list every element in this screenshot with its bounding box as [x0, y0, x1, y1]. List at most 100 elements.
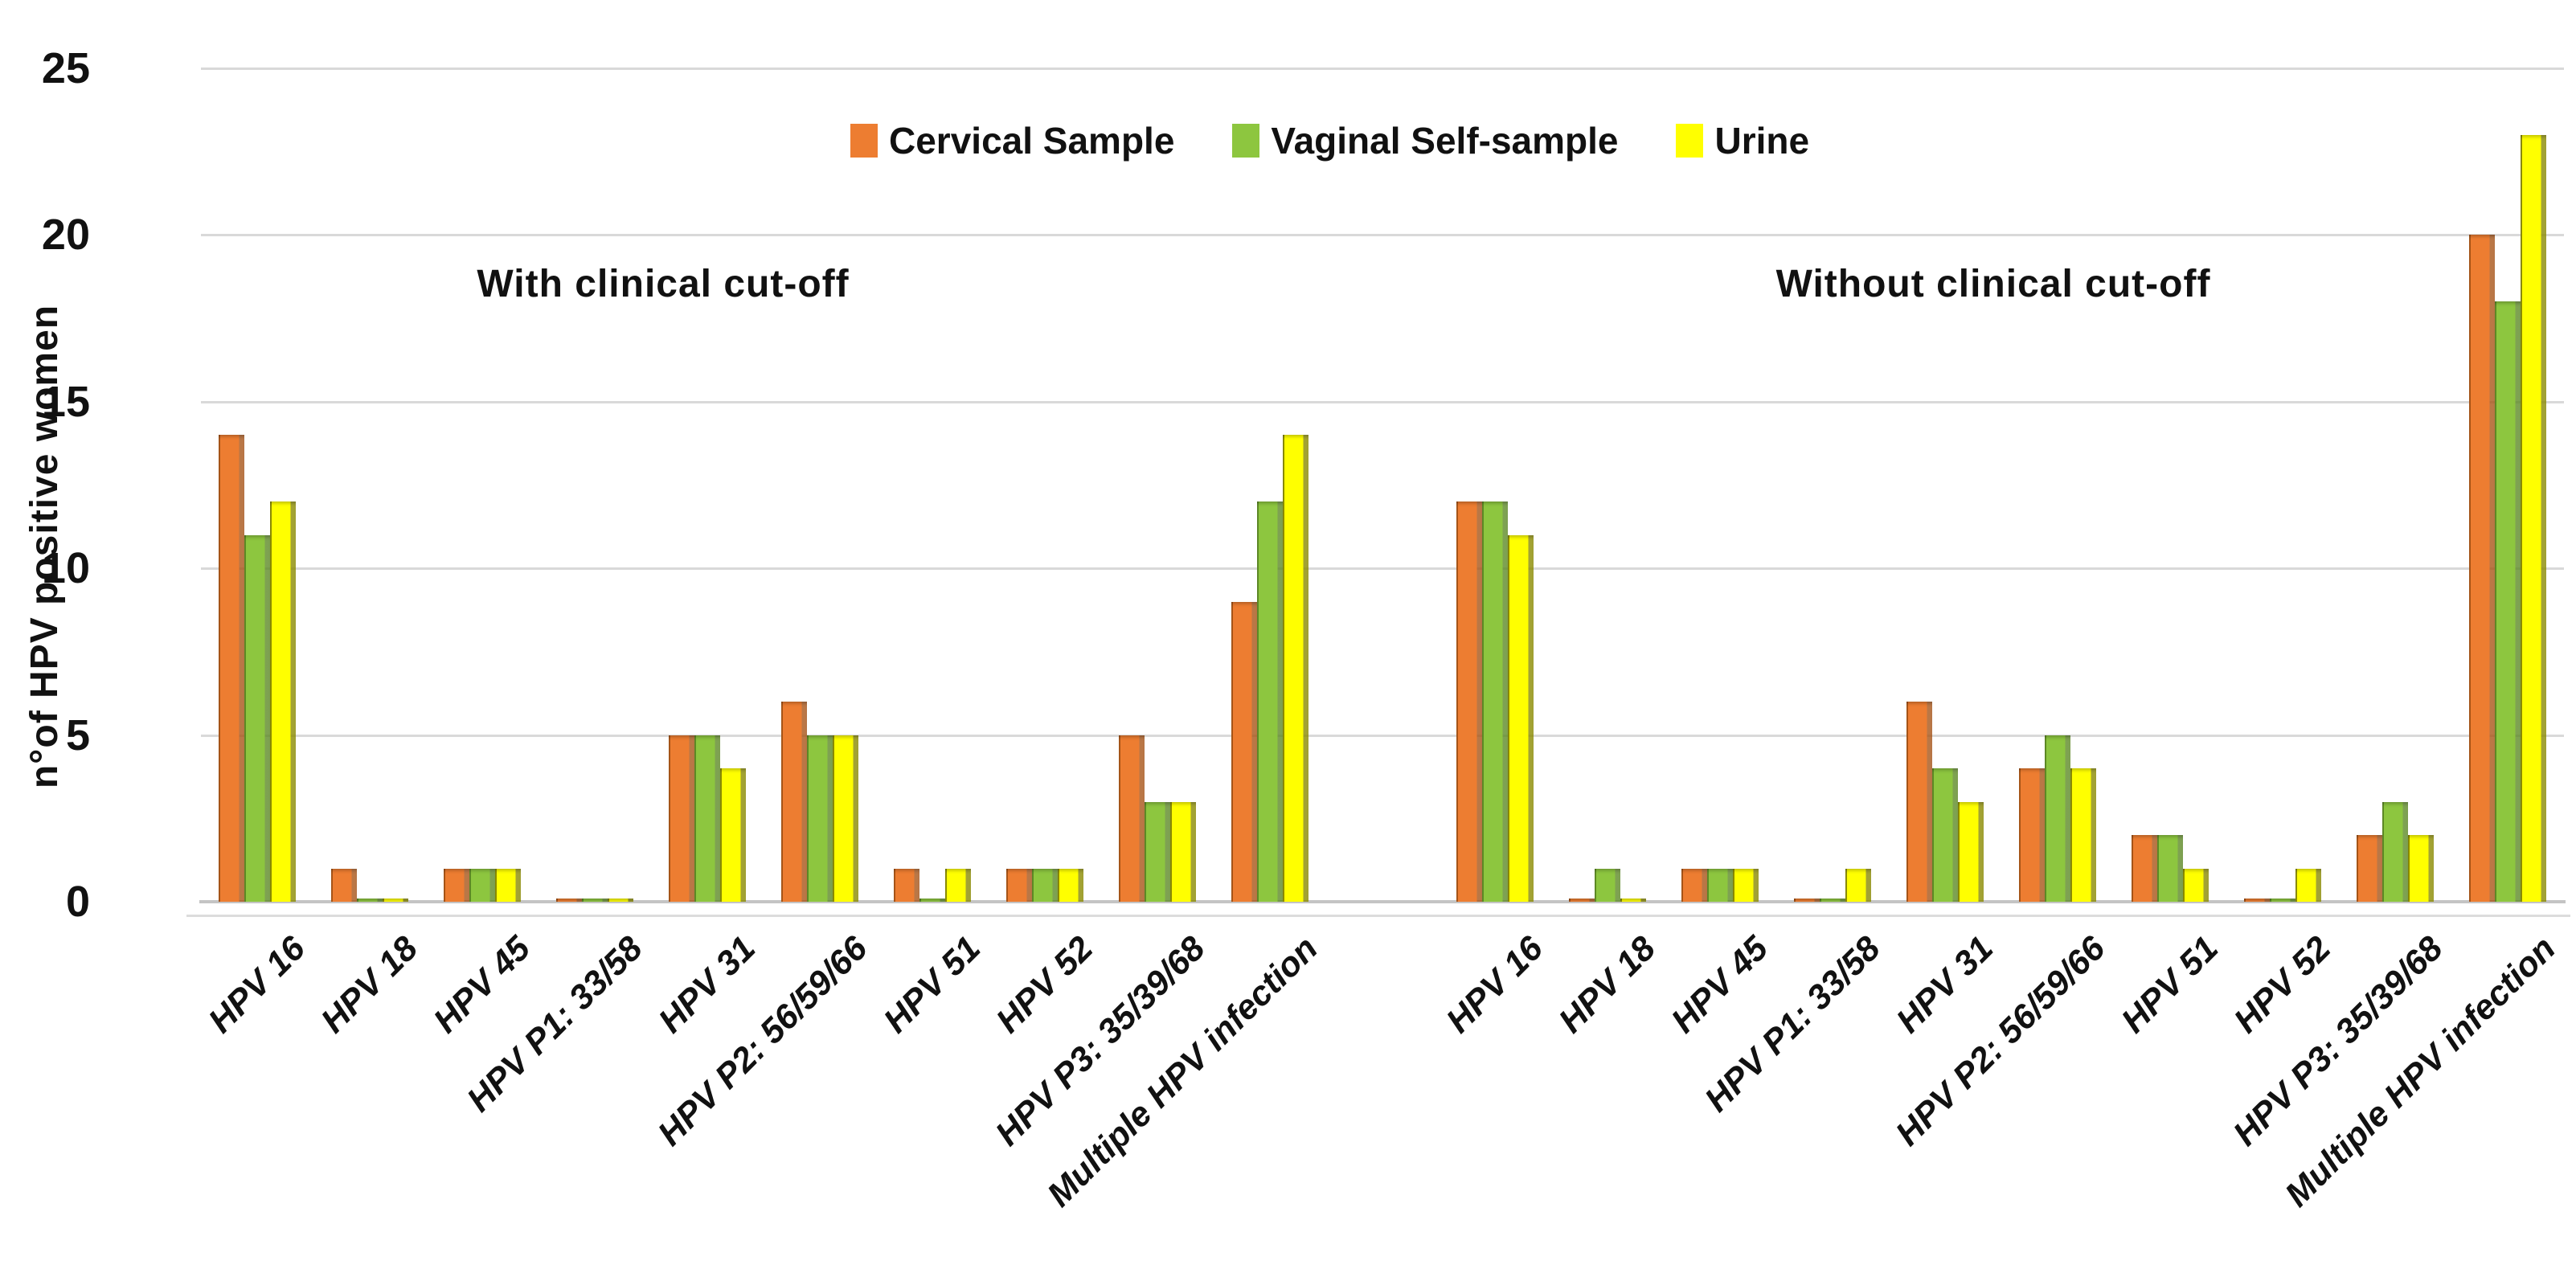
y-tick-label-10: 10	[41, 544, 90, 593]
x-label-hpv-p2-56-59-66-g2: HPV P2: 56/59/66	[1888, 929, 2113, 1154]
bar-vaginal-self-sample-hpv-p3-35-39-68-g2	[2382, 801, 2408, 902]
gridline-25	[201, 68, 2564, 70]
bar-cervical-sample-hpv-31-g2	[1906, 702, 1932, 902]
bar-urine-hpv-45-g2	[1733, 868, 1759, 902]
bar-cervical-sample-hpv-16-g2	[1456, 501, 1482, 902]
bar-cervical-sample-hpv-52-g2	[2244, 898, 2270, 902]
bar-urine-hpv-45-g1	[495, 868, 521, 902]
bar-vaginal-self-sample-hpv-51-g2	[2157, 835, 2183, 902]
bar-cervical-sample-hpv-p1-33-58-g1	[556, 898, 582, 902]
gridline-10	[201, 567, 2564, 571]
bar-cervical-sample-hpv-51-g2	[2132, 835, 2157, 902]
x-label-hpv-51-g1: HPV 51	[876, 929, 988, 1041]
bar-urine-hpv-31-g2	[1958, 801, 1984, 902]
x-label-hpv-52-g2: HPV 52	[2226, 929, 2338, 1041]
bar-cervical-sample-hpv-p3-35-39-68-g2	[2357, 835, 2382, 902]
bar-cervical-sample-multiple-hpv-infection-g2	[2469, 235, 2495, 902]
x-label-hpv-p3-35-39-68-g2: HPV P3: 35/39/68	[2226, 929, 2451, 1154]
x-axis-secondary-line	[186, 915, 2570, 917]
bar-vaginal-self-sample-hpv-p1-33-58-g2	[1820, 898, 1845, 902]
bar-urine-hpv-31-g1	[720, 768, 746, 902]
bar-vaginal-self-sample-hpv-18-g2	[1595, 868, 1620, 902]
bar-cervical-sample-hpv-45-g2	[1681, 868, 1707, 902]
legend-label-urine: Urine	[1714, 120, 1810, 162]
legend-item-cervical-sample: Cervical Sample	[850, 119, 1174, 162]
legend-item-vaginal-self-sample: Vaginal Self-sample	[1232, 119, 1618, 162]
legend-swatch-vaginal-self-sample	[1232, 124, 1260, 158]
bar-urine-hpv-p1-33-58-g1	[608, 898, 633, 902]
x-label-hpv-45-g2: HPV 45	[1664, 929, 1775, 1041]
x-label-hpv-p3-35-39-68-g1: HPV P3: 35/39/68	[988, 929, 1213, 1154]
bar-vaginal-self-sample-hpv-16-g1	[244, 534, 270, 902]
x-label-hpv-51-g2: HPV 51	[2114, 929, 2226, 1041]
bar-cervical-sample-hpv-18-g1	[331, 868, 357, 902]
x-label-hpv-16-g2: HPV 16	[1439, 929, 1550, 1041]
group-title-with-clinical-cut-off: With clinical cut-off	[477, 263, 850, 305]
bar-urine-hpv-52-g2	[2295, 868, 2321, 902]
bar-cervical-sample-hpv-18-g2	[1569, 898, 1595, 902]
bar-vaginal-self-sample-hpv-31-g1	[694, 735, 720, 902]
bar-vaginal-self-sample-multiple-hpv-infection-g1	[1257, 501, 1283, 902]
bar-vaginal-self-sample-hpv-45-g2	[1707, 868, 1733, 902]
bar-urine-hpv-51-g1	[945, 868, 971, 902]
y-tick-label-5: 5	[65, 710, 90, 759]
y-tick-label-20: 20	[41, 211, 90, 260]
legend-item-urine: Urine	[1676, 119, 1809, 162]
bar-vaginal-self-sample-hpv-52-g2	[2270, 898, 2295, 902]
bar-cervical-sample-hpv-16-g1	[219, 435, 244, 902]
legend-label-cervical-sample: Cervical Sample	[889, 120, 1175, 162]
bar-cervical-sample-multiple-hpv-infection-g1	[1231, 601, 1257, 902]
bar-vaginal-self-sample-multiple-hpv-infection-g2	[2495, 301, 2521, 902]
bar-urine-hpv-p2-56-59-66-g2	[2070, 768, 2096, 902]
gridline-20	[201, 234, 2564, 237]
bar-cervical-sample-hpv-51-g1	[894, 868, 919, 902]
bar-cervical-sample-hpv-p2-56-59-66-g1	[781, 702, 807, 902]
legend-swatch-cervical-sample	[850, 124, 878, 158]
bar-vaginal-self-sample-hpv-p1-33-58-g1	[582, 898, 608, 902]
bar-cervical-sample-hpv-45-g1	[444, 868, 469, 902]
bar-vaginal-self-sample-hpv-p3-35-39-68-g1	[1145, 801, 1170, 902]
legend-swatch-urine	[1676, 124, 1704, 158]
bar-urine-hpv-51-g2	[2183, 868, 2209, 902]
bar-vaginal-self-sample-hpv-51-g1	[919, 898, 945, 902]
bar-cervical-sample-hpv-p1-33-58-g2	[1794, 898, 1820, 902]
x-label-hpv-31-g2: HPV 31	[1889, 929, 2001, 1041]
bar-cervical-sample-hpv-52-g1	[1006, 868, 1032, 902]
bar-urine-hpv-18-g1	[383, 898, 408, 902]
bar-vaginal-self-sample-hpv-p2-56-59-66-g1	[807, 735, 833, 902]
legend: Cervical Sample Vaginal Self-sample Urine	[850, 119, 1809, 162]
bar-urine-hpv-p2-56-59-66-g1	[833, 735, 858, 902]
bar-vaginal-self-sample-hpv-p2-56-59-66-g2	[2045, 735, 2070, 902]
y-tick-label-0: 0	[65, 878, 90, 926]
x-axis-line	[199, 900, 2566, 903]
x-label-hpv-45-g1: HPV 45	[426, 929, 538, 1041]
bar-urine-hpv-p3-35-39-68-g2	[2408, 835, 2434, 902]
bar-urine-hpv-p3-35-39-68-g1	[1170, 801, 1196, 902]
bar-urine-hpv-16-g2	[1508, 534, 1534, 902]
bar-cervical-sample-hpv-p3-35-39-68-g1	[1119, 735, 1145, 902]
legend-label-vaginal-self-sample: Vaginal Self-sample	[1271, 120, 1619, 162]
group-title-without-clinical-cut-off: Without clinical cut-off	[1775, 263, 2211, 305]
bar-vaginal-self-sample-hpv-45-g1	[469, 868, 495, 902]
bar-urine-hpv-p1-33-58-g2	[1845, 868, 1871, 902]
bar-vaginal-self-sample-hpv-16-g2	[1482, 501, 1508, 902]
bar-urine-multiple-hpv-infection-g1	[1283, 435, 1308, 902]
bar-vaginal-self-sample-hpv-52-g1	[1032, 868, 1058, 902]
bar-vaginal-self-sample-hpv-18-g1	[357, 898, 383, 902]
gridline-5	[201, 734, 2564, 737]
bar-vaginal-self-sample-hpv-31-g2	[1932, 768, 1958, 902]
bar-cervical-sample-hpv-31-g1	[669, 735, 694, 902]
bar-urine-hpv-52-g1	[1058, 868, 1083, 902]
x-label-hpv-16-g1: HPV 16	[201, 929, 313, 1041]
bar-cervical-sample-hpv-p2-56-59-66-g2	[2019, 768, 2045, 902]
x-label-hpv-18-g1: HPV 18	[313, 929, 425, 1041]
y-tick-label-25: 25	[41, 44, 90, 92]
y-tick-label-15: 15	[41, 377, 90, 426]
x-label-hpv-18-g2: HPV 18	[1551, 929, 1663, 1041]
bar-urine-hpv-16-g1	[270, 501, 296, 902]
x-label-hpv-p2-56-59-66-g1: HPV P2: 56/59/66	[650, 929, 875, 1154]
bar-urine-multiple-hpv-infection-g2	[2521, 134, 2546, 902]
x-label-hpv-52-g1: HPV 52	[989, 929, 1100, 1041]
bar-urine-hpv-18-g2	[1620, 898, 1646, 902]
